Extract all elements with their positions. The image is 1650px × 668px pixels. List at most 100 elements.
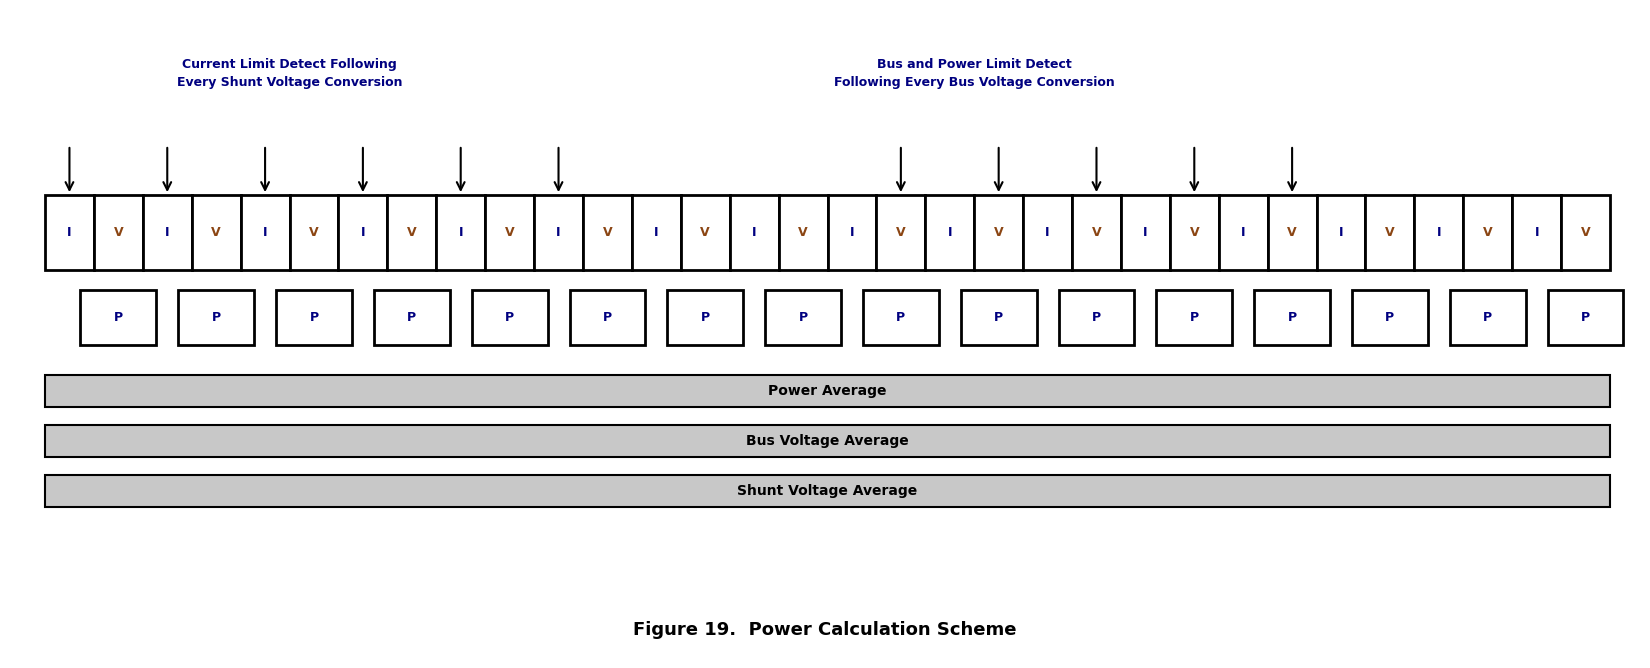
- Text: V: V: [602, 226, 612, 239]
- Text: P: P: [114, 311, 122, 324]
- Text: V: V: [1581, 226, 1591, 239]
- Text: V: V: [993, 226, 1003, 239]
- Bar: [94, 195, 144, 270]
- Text: I: I: [361, 226, 365, 239]
- Text: V: V: [896, 226, 906, 239]
- Bar: [667, 290, 742, 345]
- Text: P: P: [1092, 311, 1101, 324]
- Bar: [729, 195, 779, 270]
- Bar: [1267, 195, 1317, 270]
- Bar: [45, 425, 1610, 457]
- Bar: [388, 195, 436, 270]
- Text: Power Average: Power Average: [769, 384, 886, 398]
- Text: V: V: [700, 226, 710, 239]
- Bar: [1450, 290, 1526, 345]
- Bar: [436, 195, 485, 270]
- Bar: [681, 195, 729, 270]
- Text: P: P: [701, 311, 710, 324]
- Bar: [766, 290, 842, 345]
- Bar: [338, 195, 388, 270]
- Text: V: V: [799, 226, 808, 239]
- Bar: [289, 195, 338, 270]
- Text: P: P: [1581, 311, 1591, 324]
- Text: P: P: [896, 311, 906, 324]
- Bar: [241, 195, 289, 270]
- Text: I: I: [556, 226, 561, 239]
- Bar: [960, 290, 1036, 345]
- Text: I: I: [850, 226, 855, 239]
- Text: Current Limit Detect Following
Every Shunt Voltage Conversion: Current Limit Detect Following Every Shu…: [177, 58, 403, 89]
- Bar: [1170, 195, 1219, 270]
- Bar: [191, 195, 241, 270]
- Bar: [1561, 195, 1610, 270]
- Text: P: P: [408, 311, 416, 324]
- Text: P: P: [993, 311, 1003, 324]
- Text: I: I: [459, 226, 464, 239]
- Bar: [1511, 195, 1561, 270]
- Text: I: I: [1046, 226, 1049, 239]
- Bar: [926, 195, 974, 270]
- Text: V: V: [408, 226, 416, 239]
- Text: Shunt Voltage Average: Shunt Voltage Average: [738, 484, 917, 498]
- Text: V: V: [505, 226, 515, 239]
- Text: V: V: [1092, 226, 1101, 239]
- Text: P: P: [799, 311, 807, 324]
- Bar: [1120, 195, 1170, 270]
- Bar: [1072, 195, 1120, 270]
- Text: P: P: [310, 311, 318, 324]
- Bar: [582, 195, 632, 270]
- Text: I: I: [1241, 226, 1246, 239]
- Bar: [569, 290, 645, 345]
- Text: I: I: [1437, 226, 1440, 239]
- Bar: [1548, 290, 1624, 345]
- Bar: [81, 290, 157, 345]
- Text: Figure 19.  Power Calculation Scheme: Figure 19. Power Calculation Scheme: [634, 621, 1016, 639]
- Bar: [1414, 195, 1464, 270]
- Text: V: V: [309, 226, 318, 239]
- Text: I: I: [752, 226, 756, 239]
- Bar: [45, 475, 1610, 507]
- Bar: [1219, 195, 1267, 270]
- Bar: [375, 290, 450, 345]
- Bar: [535, 195, 582, 270]
- Bar: [472, 290, 548, 345]
- Bar: [632, 195, 681, 270]
- Bar: [974, 195, 1023, 270]
- Bar: [779, 195, 828, 270]
- Text: I: I: [68, 226, 71, 239]
- Text: V: V: [1190, 226, 1200, 239]
- Text: P: P: [505, 311, 515, 324]
- Text: P: P: [1190, 311, 1200, 324]
- Bar: [144, 195, 191, 270]
- Bar: [1157, 290, 1233, 345]
- Text: V: V: [1287, 226, 1297, 239]
- Bar: [863, 290, 939, 345]
- Text: I: I: [262, 226, 267, 239]
- Text: Bus and Power Limit Detect
Following Every Bus Voltage Conversion: Bus and Power Limit Detect Following Eve…: [833, 58, 1115, 89]
- Text: P: P: [1287, 311, 1297, 324]
- Text: I: I: [165, 226, 170, 239]
- Bar: [1464, 195, 1511, 270]
- Text: I: I: [1534, 226, 1539, 239]
- Text: I: I: [947, 226, 952, 239]
- Bar: [45, 375, 1610, 407]
- Text: V: V: [1483, 226, 1493, 239]
- Text: P: P: [1483, 311, 1492, 324]
- Bar: [1254, 290, 1330, 345]
- Bar: [485, 195, 535, 270]
- Text: V: V: [114, 226, 124, 239]
- Text: I: I: [653, 226, 658, 239]
- Text: P: P: [602, 311, 612, 324]
- Bar: [45, 195, 94, 270]
- Text: V: V: [1384, 226, 1394, 239]
- Bar: [178, 290, 254, 345]
- Text: I: I: [1338, 226, 1343, 239]
- Bar: [1317, 195, 1366, 270]
- Bar: [1351, 290, 1427, 345]
- Text: Bus Voltage Average: Bus Voltage Average: [746, 434, 909, 448]
- Text: I: I: [1143, 226, 1148, 239]
- Bar: [1366, 195, 1414, 270]
- Bar: [276, 290, 351, 345]
- Text: P: P: [211, 311, 221, 324]
- Bar: [1059, 290, 1135, 345]
